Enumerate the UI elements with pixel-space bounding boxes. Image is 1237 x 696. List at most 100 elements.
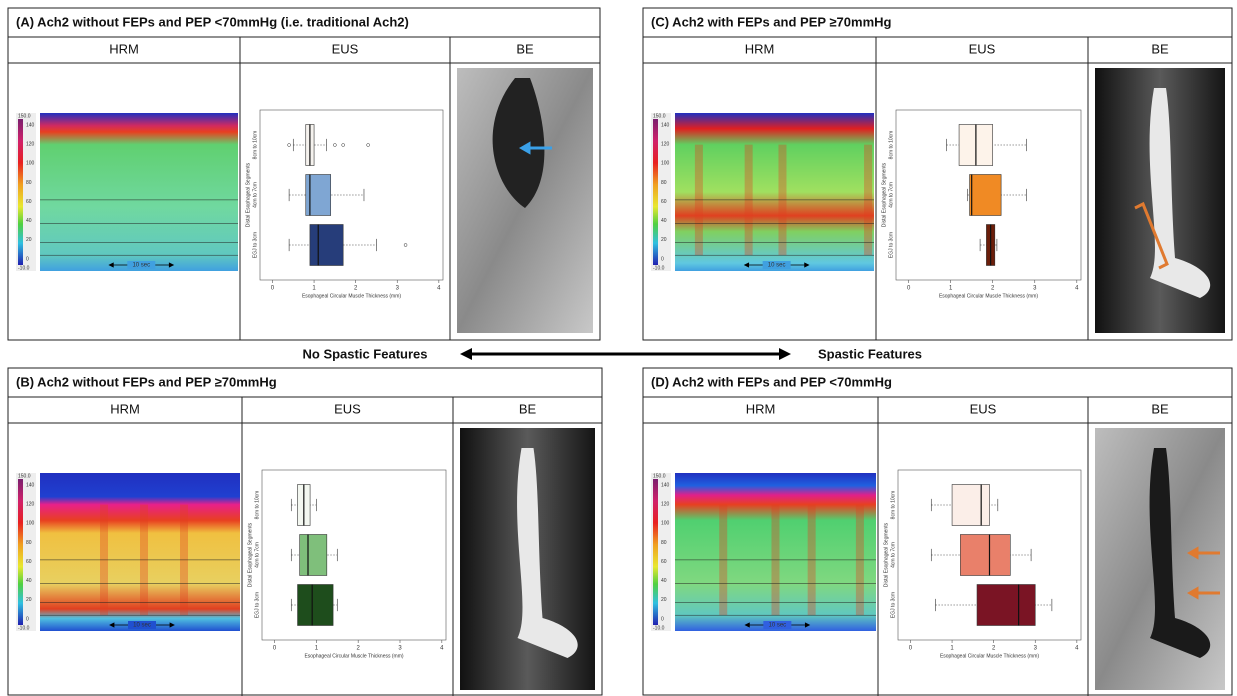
colorbar-label: 100	[661, 161, 670, 167]
x-tick-label: 1	[949, 286, 953, 292]
x-axis-label: Esophageal Circular Muscle Thickness (mm…	[940, 653, 1039, 659]
colorbar-label: 80	[661, 540, 667, 546]
colorbar-label: 0	[26, 256, 29, 262]
hrm-plot	[675, 113, 874, 271]
colorbar-label: 20	[26, 597, 32, 603]
colorbar-label: 150.0	[653, 113, 666, 119]
category-label: 4cm to 7cm	[890, 542, 896, 568]
colorbar-label: 40	[661, 218, 667, 224]
colorbar-label: 0	[26, 616, 29, 622]
x-axis-label: Esophageal Circular Muscle Thickness (mm…	[939, 293, 1038, 299]
x-tick-label: 0	[271, 286, 275, 292]
colorbar-label: 40	[661, 578, 667, 584]
panel-title: (D) Ach2 with FEPs and PEP <70mmHg	[651, 374, 892, 389]
category-label: 8cm to 10cm	[252, 131, 258, 160]
category-label: EGJ to 3cm	[252, 232, 258, 258]
x-tick-label: 4	[1075, 286, 1079, 292]
colorbar-label: 120	[26, 141, 35, 147]
x-tick-label: 1	[950, 646, 954, 652]
box	[952, 485, 989, 526]
category-label: 4cm to 7cm	[254, 542, 260, 568]
colorbar-label: 0	[661, 616, 664, 622]
box	[310, 225, 343, 266]
y-axis-label: Distal Esophageal Segments	[245, 162, 251, 227]
colorbar-label: 140	[661, 482, 670, 488]
time-label: 10 sec	[133, 623, 151, 629]
x-tick-label: 4	[440, 646, 444, 652]
column-header: BE	[1151, 41, 1169, 56]
colorbar-label: 150.0	[18, 473, 31, 479]
colorbar-label: -10.0	[653, 625, 665, 631]
category-label: 8cm to 10cm	[890, 491, 896, 520]
colorbar-label: 60	[26, 559, 32, 565]
colorbar-label: 80	[26, 540, 32, 546]
category-label: EGJ to 3cm	[888, 232, 894, 258]
time-label: 10 sec	[132, 263, 150, 269]
colorbar-label: 140	[26, 482, 35, 488]
colorbar-label: 140	[26, 122, 35, 128]
box	[960, 535, 1010, 576]
plot-frame	[262, 470, 446, 640]
spectrum-left: No Spastic Features	[303, 346, 428, 361]
colorbar-label: 60	[661, 559, 667, 565]
x-tick-label: 0	[907, 286, 911, 292]
column-header: EUS	[332, 41, 359, 56]
y-axis-label: Distal Esophageal Segments	[247, 522, 253, 587]
colorbar-label: -10.0	[18, 625, 30, 631]
colorbar-label: 80	[661, 180, 667, 186]
time-label: 10 sec	[768, 263, 786, 269]
colorbar-label: 100	[26, 161, 35, 167]
colorbar-label: 150.0	[18, 113, 31, 119]
category-label: 8cm to 10cm	[888, 131, 894, 160]
colorbar	[18, 119, 23, 265]
column-header: HRM	[110, 401, 140, 416]
spectrum-right: Spastic Features	[818, 346, 922, 361]
time-label: 10 sec	[769, 623, 787, 629]
box	[298, 585, 334, 626]
panel-title: (A) Ach2 without FEPs and PEP <70mmHg (i…	[16, 14, 409, 29]
box	[300, 535, 327, 576]
box	[977, 585, 1035, 626]
plot-frame	[260, 110, 443, 280]
category-label: 8cm to 10cm	[254, 491, 260, 520]
colorbar-label: 150.0	[653, 473, 666, 479]
column-header: BE	[516, 41, 534, 56]
column-header: HRM	[746, 401, 776, 416]
x-tick-label: 3	[398, 646, 402, 652]
colorbar-label: 100	[26, 521, 35, 527]
colorbar-label: -10.0	[653, 265, 665, 271]
x-tick-label: 4	[1075, 646, 1079, 652]
column-header: HRM	[745, 41, 775, 56]
y-axis-label: Distal Esophageal Segments	[881, 162, 887, 227]
colorbar-label: 100	[661, 521, 670, 527]
colorbar-label: 20	[26, 237, 32, 243]
y-axis-label: Distal Esophageal Segments	[883, 522, 889, 587]
colorbar-label: 60	[26, 199, 32, 205]
x-axis-label: Esophageal Circular Muscle Thickness (mm…	[304, 653, 403, 659]
figure: No Spastic Features Spastic Features (A)…	[0, 0, 1237, 696]
column-header: EUS	[334, 401, 361, 416]
colorbar-label: 140	[661, 122, 670, 128]
x-tick-label: 0	[273, 646, 277, 652]
box	[970, 175, 1002, 216]
colorbar	[653, 479, 658, 625]
colorbar-label: 20	[661, 597, 667, 603]
panel-title: (B) Ach2 without FEPs and PEP ≥70mmHg	[16, 374, 277, 389]
colorbar-label: 120	[26, 501, 35, 507]
x-tick-label: 4	[437, 286, 441, 292]
x-tick-label: 2	[991, 286, 995, 292]
x-tick-label: 0	[909, 646, 913, 652]
x-tick-label: 2	[354, 286, 358, 292]
category-label: EGJ to 3cm	[254, 592, 260, 618]
colorbar-label: 40	[26, 578, 32, 584]
column-header: EUS	[970, 401, 997, 416]
colorbar-label: 80	[26, 180, 32, 186]
x-tick-label: 2	[992, 646, 996, 652]
colorbar-label: -10.0	[18, 265, 30, 271]
column-header: BE	[1151, 401, 1169, 416]
colorbar-label: 120	[661, 141, 670, 147]
colorbar	[18, 479, 23, 625]
colorbar-label: 60	[661, 199, 667, 205]
category-label: 4cm to 7cm	[252, 182, 258, 208]
x-tick-label: 1	[315, 646, 319, 652]
